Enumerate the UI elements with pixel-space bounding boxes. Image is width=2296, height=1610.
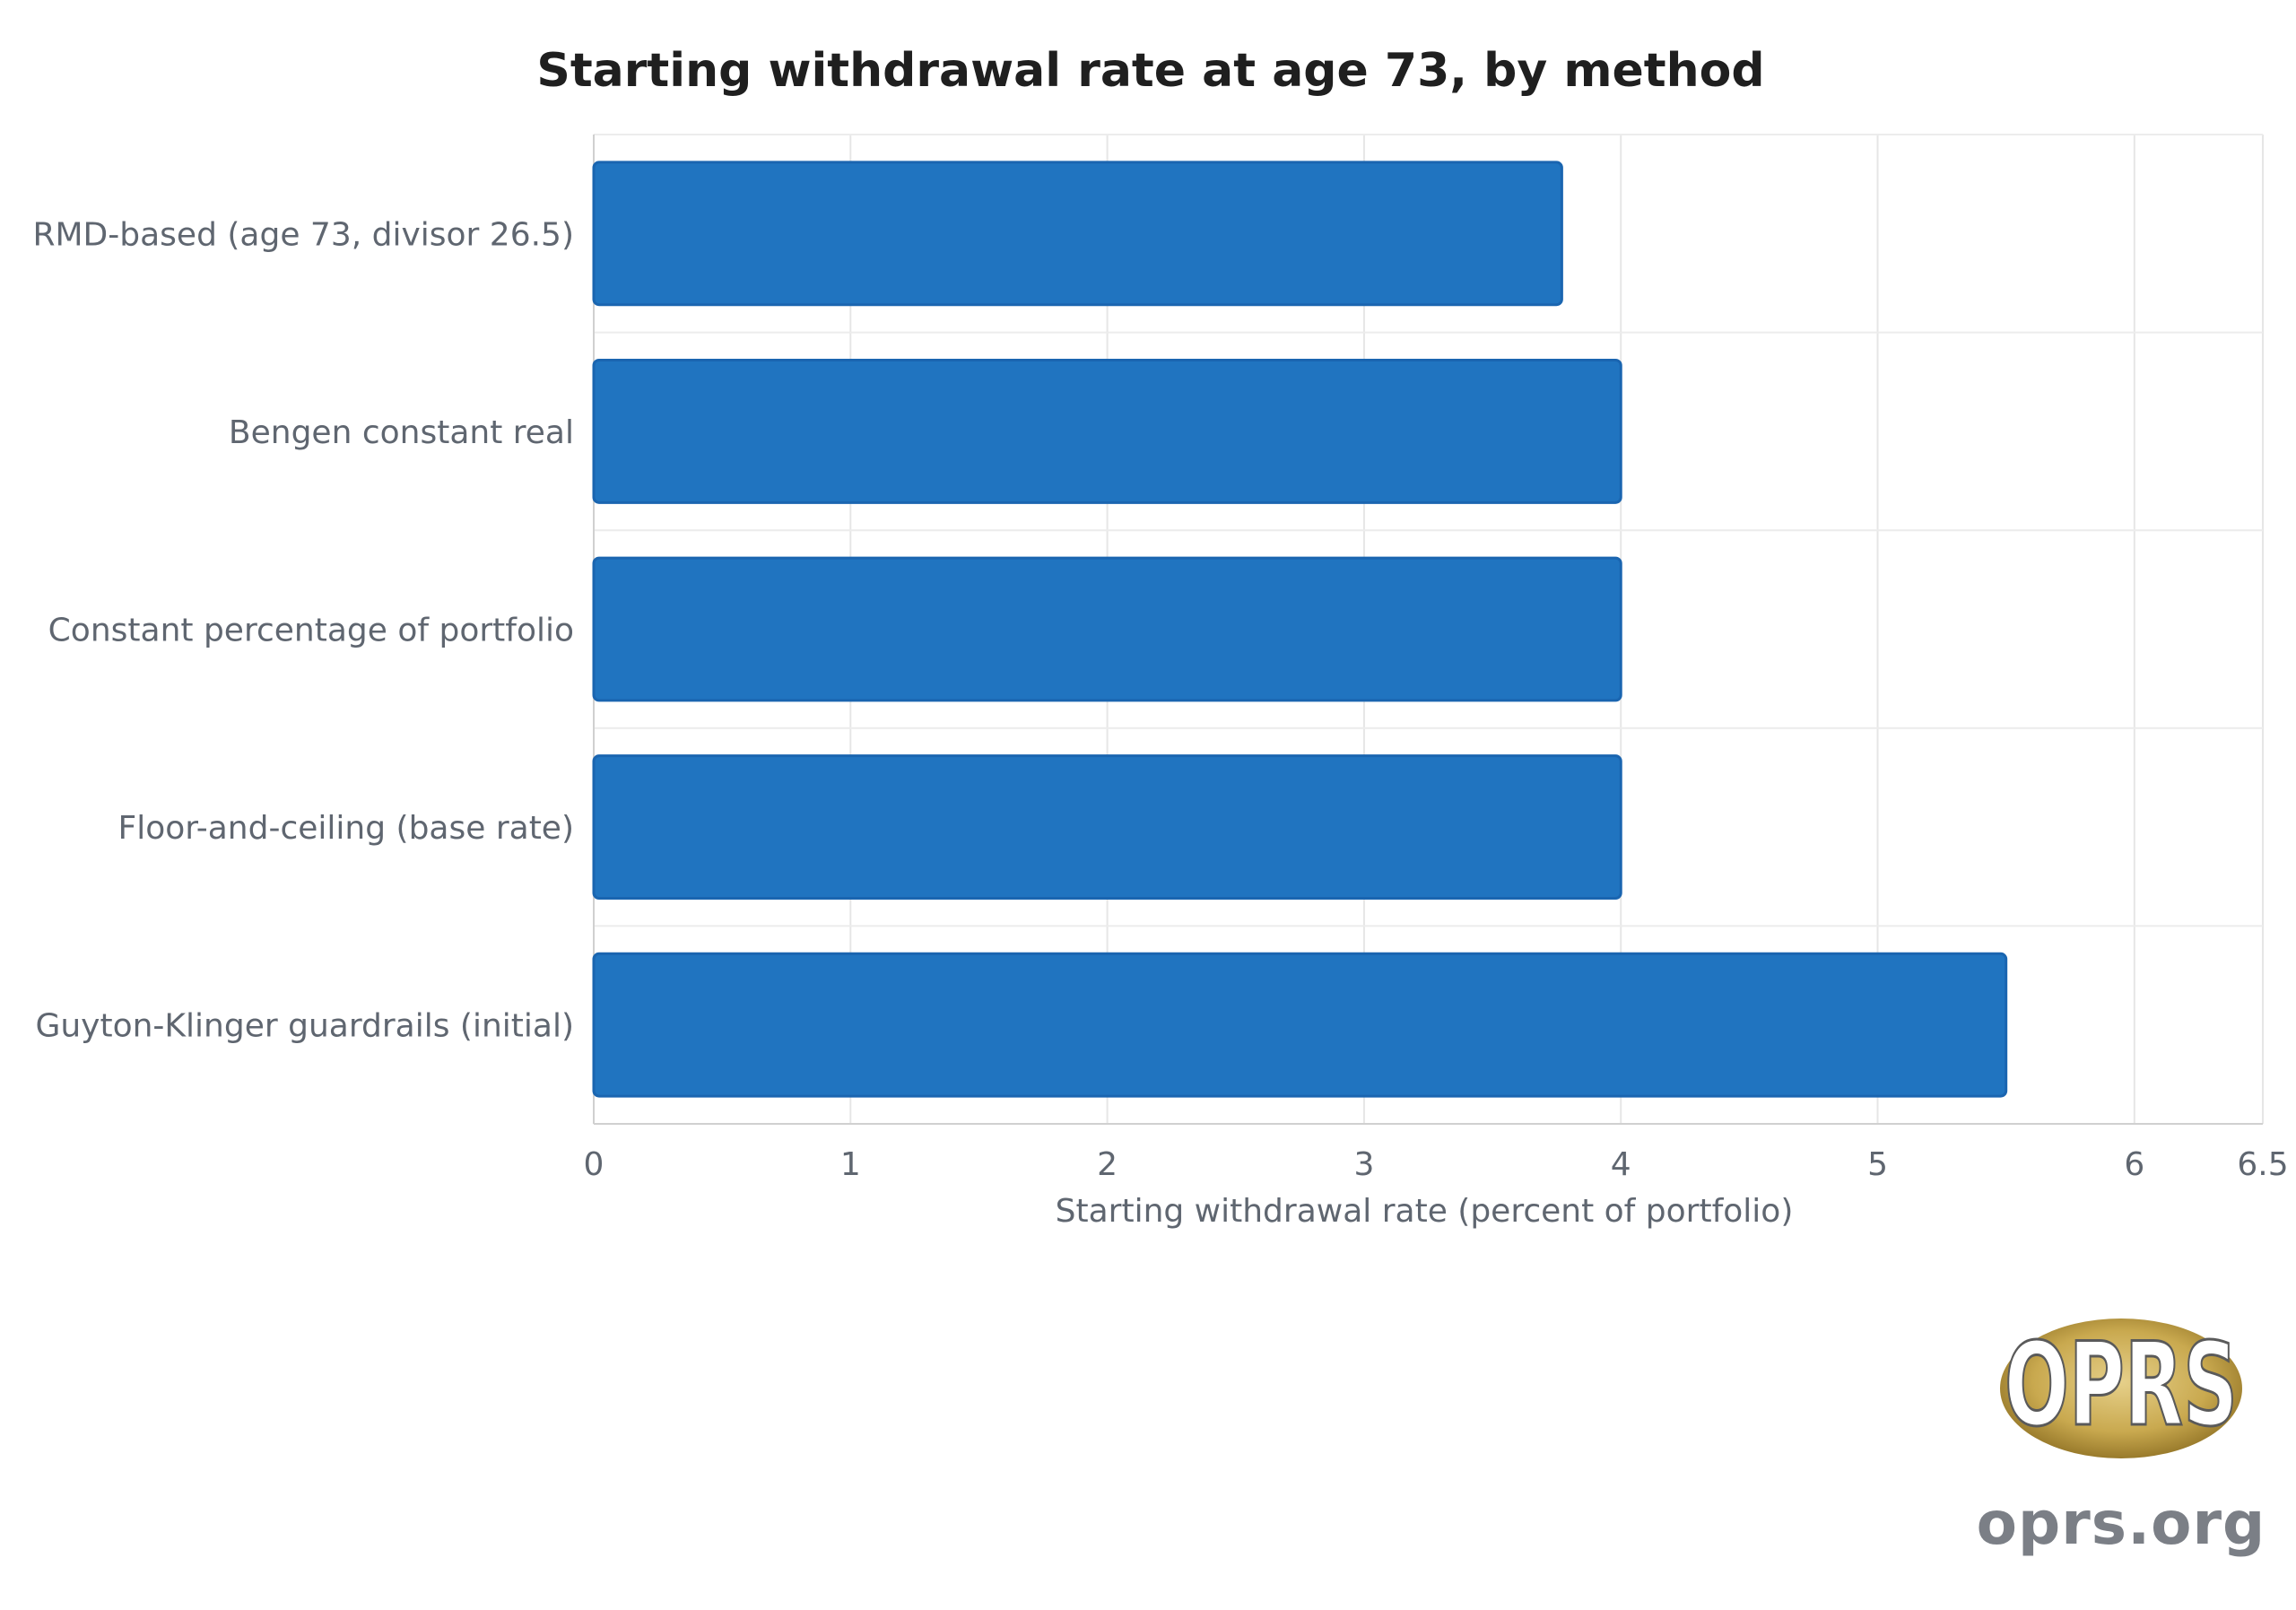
category-label: Bengen constant real	[229, 414, 574, 451]
category-label: RMD-based (age 73, divisor 26.5)	[32, 216, 574, 253]
oprs-badge-text: OPRS	[2005, 1318, 2238, 1452]
oprs-badge-icon: OPRS	[2000, 1318, 2242, 1458]
oprs-url: oprs.org	[1976, 1489, 2266, 1558]
chart-title: Starting withdrawal rate at age 73, by m…	[536, 44, 1764, 98]
x-axis-title: Starting withdrawal rate (percent of por…	[1056, 1193, 1794, 1230]
category-label: Floor-and-ceiling (base rate)	[118, 810, 575, 847]
x-tick-label: 6	[2124, 1146, 2144, 1183]
x-tick-label: 5	[1867, 1146, 1888, 1183]
category-label: Constant percentage of portfolio	[48, 613, 574, 649]
category-label: Guyton-Klinger guardrails (initial)	[35, 1008, 574, 1045]
x-tick-labels: 0 1 2 3 4 5 6 6.5	[584, 1146, 2289, 1183]
bar	[592, 952, 2008, 1098]
bar	[592, 161, 1563, 307]
x-tick-label: 3	[1353, 1146, 1374, 1183]
bar	[592, 556, 1622, 702]
x-tick-label: 0	[584, 1146, 604, 1183]
x-tick-label: 2	[1097, 1146, 1118, 1183]
x-tick-label: 6.5	[2237, 1146, 2288, 1183]
bar	[592, 358, 1622, 504]
grid-lines	[593, 134, 2264, 1125]
x-tick-label: 4	[1611, 1146, 1631, 1183]
bars	[592, 161, 2008, 1098]
oprs-logo: OPRS oprs.org	[1969, 1310, 2274, 1579]
bar	[592, 754, 1622, 901]
category-labels: RMD-based (age 73, divisor 26.5) Bengen c…	[32, 216, 574, 1044]
x-tick-label: 1	[840, 1146, 861, 1183]
